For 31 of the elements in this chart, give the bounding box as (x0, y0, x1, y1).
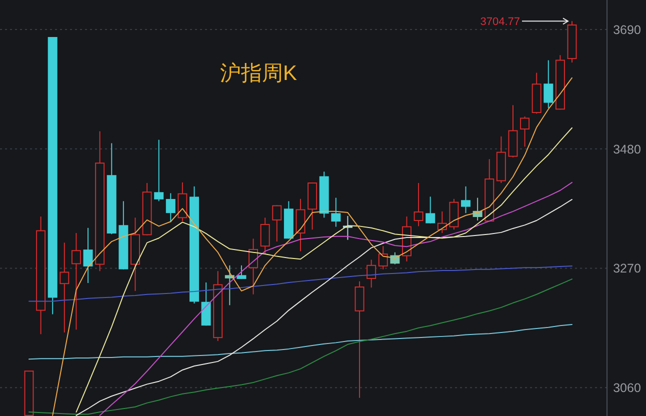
candlestick (520, 116, 530, 148)
candlestick (461, 186, 471, 214)
candlestick (414, 182, 424, 227)
candlestick (224, 264, 234, 306)
candlestick (331, 197, 341, 228)
y-tick-label: 3690 (613, 22, 641, 37)
candlestick (296, 198, 306, 252)
candlestick (60, 242, 70, 333)
candlestick (272, 204, 282, 242)
candlestick (83, 227, 93, 284)
candlestick (154, 139, 164, 202)
y-tick-label: 3270 (613, 262, 641, 276)
candlestick (378, 246, 388, 270)
candlestick (544, 60, 554, 108)
annotation: 3704.77 (480, 16, 520, 28)
candlestick (260, 217, 270, 254)
text: 沪指周K (220, 62, 298, 85)
candlestick (426, 196, 436, 224)
line-series (76, 127, 572, 413)
line-series (28, 324, 572, 360)
line-series (28, 265, 572, 302)
candlestick (178, 182, 188, 222)
candlestick (201, 282, 211, 326)
candlestick (166, 192, 176, 223)
y-tick-label: 3480 (613, 142, 641, 156)
y-tick-label: 3060 (613, 380, 641, 395)
candlestick (366, 259, 376, 288)
line-series (28, 278, 572, 415)
candlestick (236, 264, 246, 280)
candlestick (71, 232, 81, 330)
candlestick (354, 280, 364, 398)
